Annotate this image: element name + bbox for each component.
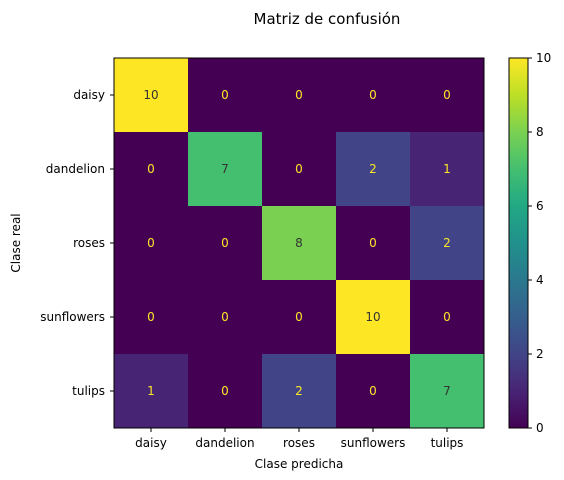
x-tick-label: daisy (135, 436, 167, 450)
heatmap-cell (336, 280, 411, 355)
heatmap-cell (188, 354, 263, 429)
cell-value-label: 8 (295, 236, 303, 250)
heatmap-cell (114, 58, 189, 133)
heatmap-cell (188, 58, 263, 133)
x-tick-label: dandelion (195, 436, 254, 450)
heatmap-cell (410, 354, 485, 429)
heatmap-cell (336, 58, 411, 133)
cell-value-label: 0 (221, 88, 229, 102)
colorbar-tick-label: 0 (536, 421, 544, 435)
heatmap-cell (188, 280, 263, 355)
heatmap-cell (262, 58, 337, 133)
heatmap-cell (114, 206, 189, 281)
chart-title: Matriz de confusión (254, 10, 401, 28)
y-tick-label: sunflowers (40, 310, 105, 324)
x-axis-ticks: daisy dandelion roses sunflowers tulips (135, 428, 463, 450)
heatmap-cell (188, 206, 263, 281)
cell-value-label: 1 (443, 162, 451, 176)
heatmap-cell (262, 132, 337, 207)
cell-value-label: 0 (443, 88, 451, 102)
cell-value-label: 7 (221, 162, 229, 176)
cell-value-label: 2 (443, 236, 451, 250)
heatmap-cell (336, 206, 411, 281)
y-tick-label: roses (73, 236, 105, 250)
cell-value-label: 0 (295, 310, 303, 324)
heatmap-cell (410, 206, 485, 281)
y-tick-label: daisy (73, 88, 105, 102)
colorbar-tick-label: 6 (536, 199, 544, 213)
cell-value-label: 2 (369, 162, 377, 176)
cell-value-label: 0 (369, 236, 377, 250)
heatmap-cell (114, 354, 189, 429)
x-tick-label: tulips (431, 436, 464, 450)
cell-value-label: 0 (221, 236, 229, 250)
y-tick-label: tulips (72, 384, 105, 398)
cell-value-label: 0 (443, 310, 451, 324)
heatmap-frame (113, 57, 485, 429)
heatmap-cell (262, 280, 337, 355)
heatmap-cell (410, 132, 485, 207)
heatmap-cell-labels: 10 0 0 0 00 7 0 2 10 0 8 0 20 0 0 10 01 0 2 0 7 (143, 88, 450, 398)
cell-value-label: 10 (143, 88, 158, 102)
cell-value-label: 0 (295, 88, 303, 102)
y-axis-label: Clase real (9, 213, 23, 272)
cell-value-label: 1 (147, 384, 155, 398)
cell-value-label: 0 (369, 88, 377, 102)
heatmap-cell (262, 354, 337, 429)
x-tick-label: sunflowers (341, 436, 406, 450)
heatmap-cell (410, 280, 485, 355)
colorbar-tick-label: 8 (536, 125, 544, 139)
cell-value-label: 10 (365, 310, 380, 324)
y-axis-ticks: daisy dandelion roses sunflowers tulips (40, 88, 114, 398)
cell-value-label: 0 (221, 384, 229, 398)
colorbar-ticks: 0 2 4 6 8 10 (528, 51, 551, 435)
heatmap-cell (114, 132, 189, 207)
x-tick-label: roses (283, 436, 315, 450)
cell-value-label: 0 (221, 310, 229, 324)
heatmap-cell (336, 354, 411, 429)
heatmap-cell (336, 132, 411, 207)
cell-value-label: 0 (147, 236, 155, 250)
heatmap-cell (188, 132, 263, 207)
y-tick-label: dandelion (46, 162, 105, 176)
heatmap-cell (262, 206, 337, 281)
cell-value-label: 0 (295, 162, 303, 176)
cell-value-label: 0 (147, 162, 155, 176)
colorbar-tick-label: 4 (536, 273, 544, 287)
cell-value-label: 0 (147, 310, 155, 324)
colorbar-tick-label: 10 (536, 51, 551, 65)
cell-value-label: 7 (443, 384, 451, 398)
x-axis-label: Clase predicha (255, 457, 344, 471)
heatmap-cells (114, 58, 485, 429)
cell-value-label: 2 (295, 384, 303, 398)
heatmap-cell (114, 280, 189, 355)
colorbar-tick-label: 2 (536, 347, 544, 361)
colorbar (508, 57, 529, 429)
heatmap-cell (410, 58, 485, 133)
cell-value-label: 0 (369, 384, 377, 398)
